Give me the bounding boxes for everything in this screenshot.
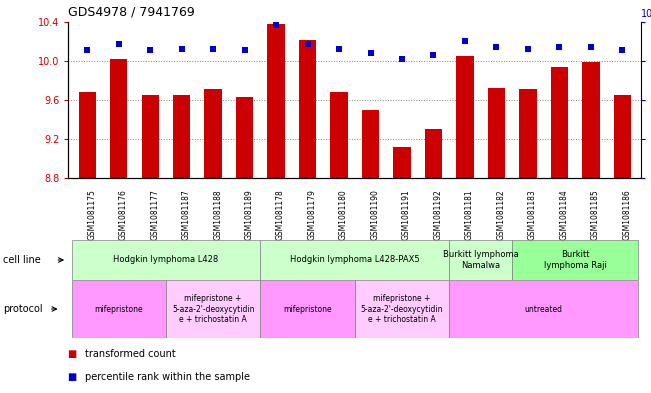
Bar (110, 59, 128, 178)
Text: GSM1081178: GSM1081178 (276, 189, 285, 240)
Point (492, 44, 502, 50)
Point (82, 47, 92, 53)
Point (365, 50, 376, 56)
Point (302, 41, 312, 47)
Text: mifepristone: mifepristone (283, 305, 332, 314)
Text: GSM1081187: GSM1081187 (182, 189, 191, 240)
Text: ■: ■ (68, 372, 81, 382)
Bar (204, 89, 222, 178)
Text: GSM1081175: GSM1081175 (87, 189, 96, 240)
Text: GSM1081179: GSM1081179 (307, 189, 316, 240)
Text: GSM1081192: GSM1081192 (434, 189, 443, 240)
Text: GSM1081184: GSM1081184 (559, 189, 568, 240)
Text: percentile rank within the sample: percentile rank within the sample (85, 372, 249, 382)
Bar (393, 147, 411, 178)
Point (145, 47, 156, 53)
Text: GSM1081190: GSM1081190 (370, 189, 380, 240)
Text: Burkitt lymphoma
Namalwa: Burkitt lymphoma Namalwa (443, 250, 519, 270)
Point (428, 51, 439, 58)
Bar (166, 280, 260, 338)
Text: Burkitt
lymphoma Raji: Burkitt lymphoma Raji (544, 250, 607, 270)
Point (334, 45, 344, 51)
Text: transformed count: transformed count (85, 349, 175, 359)
Text: protocol: protocol (3, 304, 43, 314)
Point (397, 56, 408, 62)
Point (113, 41, 124, 47)
Text: mifepristone +
5-aza-2'-deoxycytidin
e + trichostatin A: mifepristone + 5-aza-2'-deoxycytidin e +… (172, 294, 255, 324)
Bar (614, 95, 631, 178)
Bar (260, 240, 449, 280)
Bar (362, 110, 379, 178)
Bar (331, 92, 348, 178)
Text: GSM1081176: GSM1081176 (118, 189, 128, 240)
Text: GSM1081186: GSM1081186 (622, 189, 631, 240)
Bar (79, 92, 96, 178)
Bar (173, 95, 190, 178)
Bar (260, 280, 355, 338)
Text: 100%: 100% (641, 9, 651, 19)
Point (271, 22, 281, 28)
Bar (268, 24, 284, 178)
Bar (449, 280, 638, 338)
Point (617, 47, 628, 53)
Bar (488, 88, 505, 178)
Text: Hodgkin lymphoma L428: Hodgkin lymphoma L428 (113, 255, 219, 264)
Point (523, 45, 533, 51)
Bar (456, 56, 474, 178)
Point (460, 38, 470, 44)
Point (554, 44, 564, 50)
Text: untreated: untreated (525, 305, 562, 314)
Text: GSM1081185: GSM1081185 (591, 189, 600, 240)
Bar (512, 240, 638, 280)
Text: GSM1081191: GSM1081191 (402, 189, 411, 240)
Text: cell line: cell line (3, 255, 41, 265)
Bar (72, 280, 166, 338)
Point (586, 44, 596, 50)
Bar (519, 89, 536, 178)
Text: GSM1081181: GSM1081181 (465, 189, 474, 240)
Bar (582, 62, 600, 178)
Text: mifepristone +
5-aza-2'-deoxycytidin
e + trichostatin A: mifepristone + 5-aza-2'-deoxycytidin e +… (361, 294, 443, 324)
Bar (299, 40, 316, 178)
Bar (141, 95, 159, 178)
Text: mifepristone: mifepristone (94, 305, 143, 314)
Text: GSM1081177: GSM1081177 (150, 189, 159, 240)
Text: GSM1081188: GSM1081188 (213, 189, 222, 240)
Bar (425, 129, 442, 178)
Point (240, 47, 250, 53)
Text: GSM1081183: GSM1081183 (528, 189, 537, 240)
Bar (72, 240, 260, 280)
Text: GSM1081180: GSM1081180 (339, 189, 348, 240)
Point (208, 45, 218, 51)
Text: GSM1081182: GSM1081182 (497, 189, 505, 240)
Bar (355, 280, 449, 338)
Bar (236, 97, 253, 178)
Point (176, 45, 187, 51)
Text: Hodgkin lymphoma L428-PAX5: Hodgkin lymphoma L428-PAX5 (290, 255, 420, 264)
Text: ■: ■ (68, 349, 81, 359)
Bar (449, 240, 512, 280)
Text: GSM1081189: GSM1081189 (245, 189, 254, 240)
Text: GDS4978 / 7941769: GDS4978 / 7941769 (68, 5, 195, 18)
Bar (551, 67, 568, 178)
